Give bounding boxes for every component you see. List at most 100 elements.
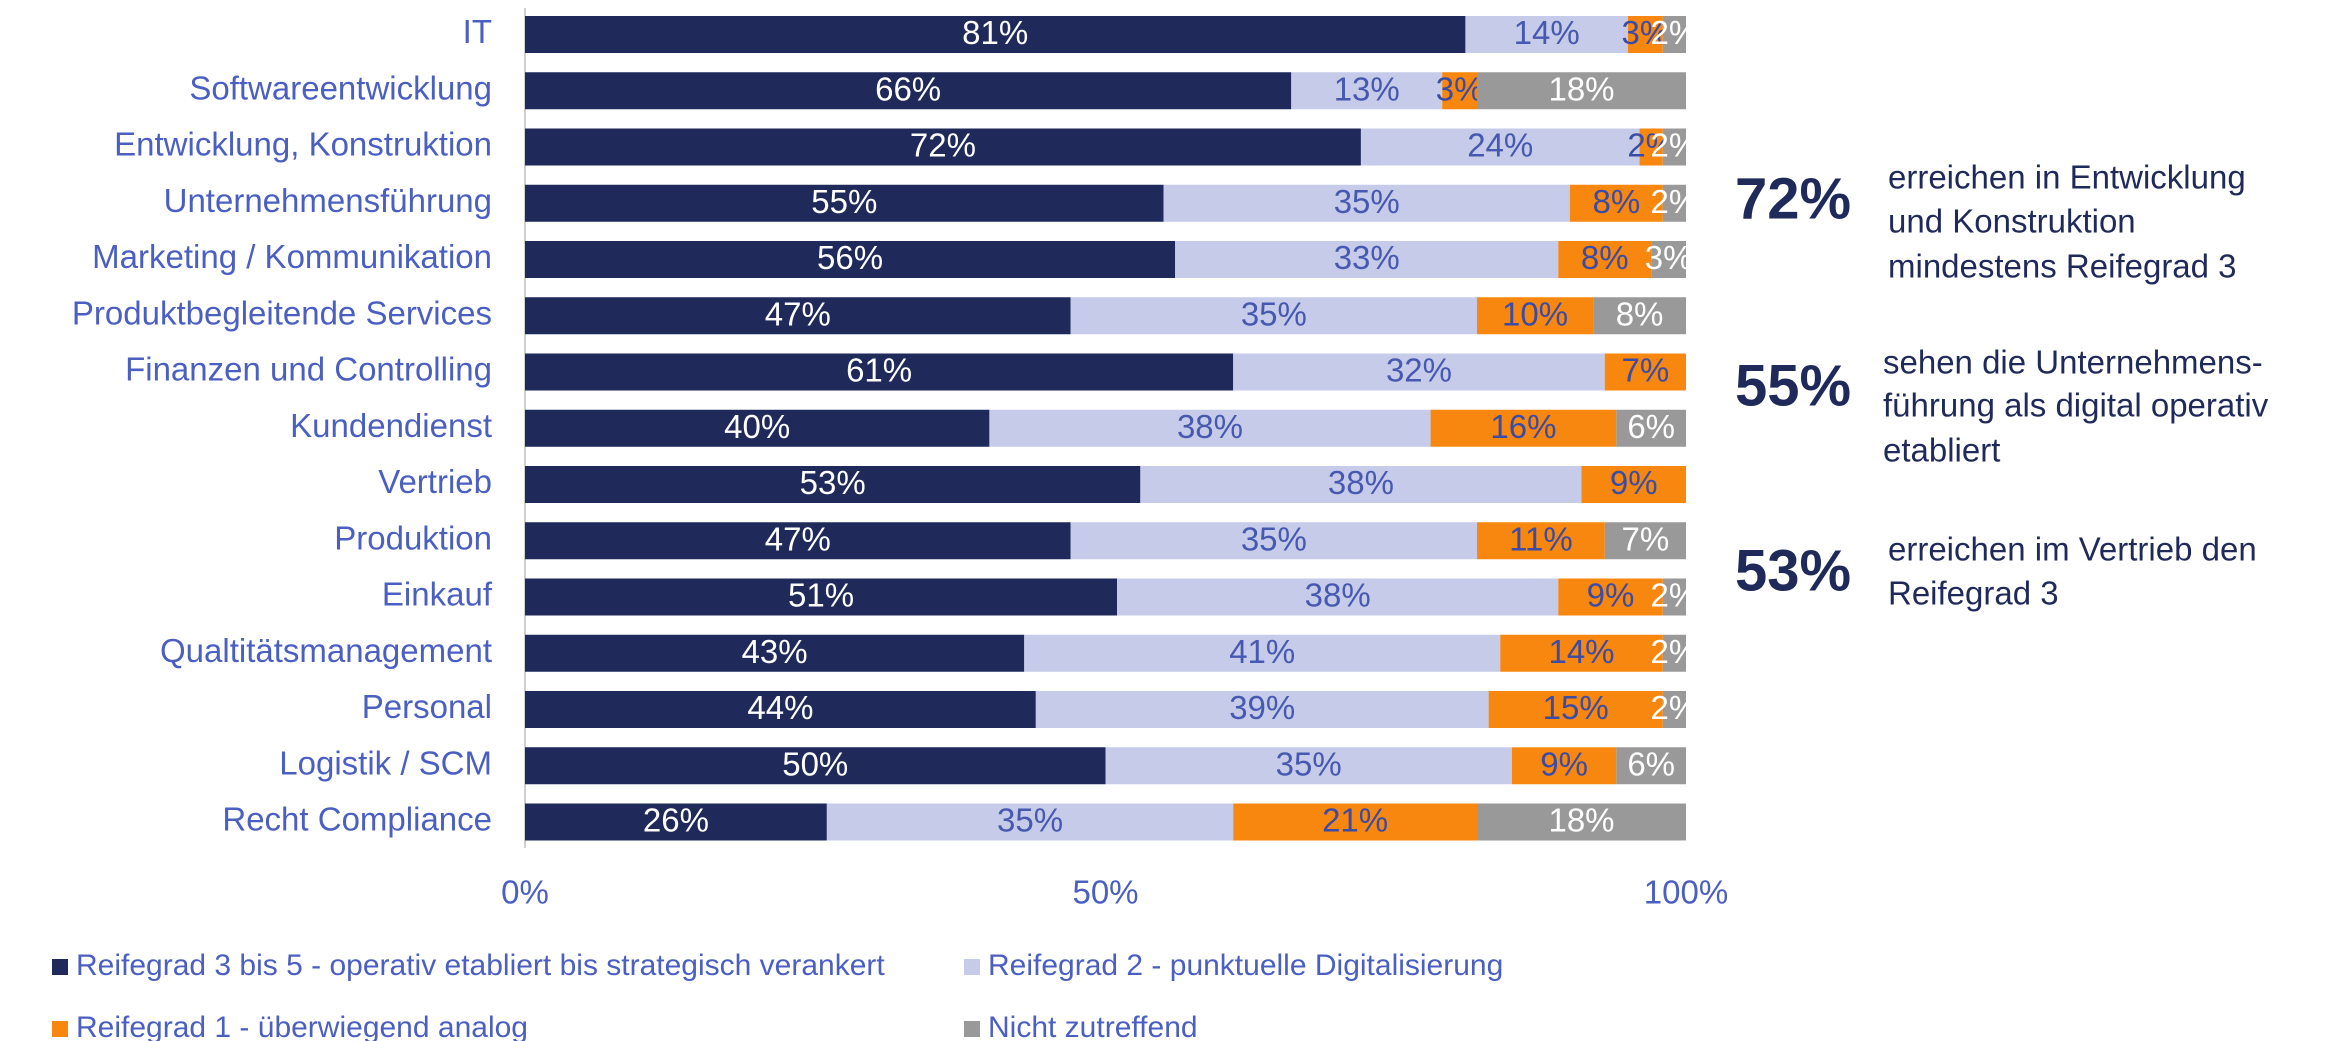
bar-value-label: 9% [1587,577,1635,614]
bar-value-label: 13% [1334,70,1400,107]
bar-segment [1616,747,1686,785]
bar-segment [1477,72,1686,110]
category-label: Qualtitätsmanagement [160,632,492,669]
bar-segment [1662,578,1686,616]
bar-value-label: 81% [962,14,1028,51]
category-label: IT [463,13,492,50]
bar-segment [525,353,1234,391]
bar-value-label: 2% [1651,127,1699,164]
bar-segment [525,634,1025,672]
category-label: Vertrieb [378,463,492,500]
bar-value-label: 38% [1177,408,1243,445]
bar-segment [1105,747,1512,785]
bar-segment [1465,16,1628,53]
category-label: Produktbegleitende Services [72,294,492,331]
bar-segment [525,522,1071,560]
bar-value-label: 3% [1436,70,1484,107]
bar-value-label: 3% [1622,14,1670,51]
bar-segment [525,241,1176,278]
bar-segment [1558,241,1652,278]
bar-segment [1558,578,1663,616]
annotation-text: mindestens Reifegrad 3 [1888,248,2237,285]
bar-segment [1581,466,1686,503]
bar-value-label: 14% [1548,633,1614,670]
bar-value-label: 2% [1651,633,1699,670]
bar-segment [1175,241,1559,278]
bar-value-label: 40% [724,408,790,445]
bar-value-label: 44% [747,689,813,726]
category-label: Recht Compliance [222,801,492,838]
bar-segment [1035,691,1489,728]
annotation-text: führung als digital operativ [1883,387,2269,424]
bar-segment [1488,691,1663,728]
legend-swatch [964,1021,980,1037]
x-tick-label: 100% [1644,874,1728,911]
bar-value-label: 55% [811,183,877,220]
annotation-text: Reifegrad 3 [1888,575,2059,612]
bar-value-label: 72% [910,127,976,164]
bar-segment [1604,522,1686,560]
annotation-value: 72% [1735,166,1851,231]
category-label: Logistik / SCM [279,744,492,781]
category-label: Produktion [334,519,492,556]
bar-value-label: 41% [1229,633,1295,670]
bar-segment [1430,409,1617,447]
bar-segment [525,578,1118,616]
bar-segment [1651,241,1686,278]
bar-value-label: 26% [643,802,709,839]
bar-value-label: 47% [765,520,831,557]
annotation-text: etabliert [1883,432,2000,469]
bar-segment [1477,803,1686,841]
bar-segment [525,747,1106,785]
bar-segment [1360,128,1640,166]
bar-segment [1593,297,1686,335]
bar-value-label: 35% [1241,520,1307,557]
bar-segment [1233,803,1478,841]
bar-value-label: 35% [1276,745,1342,782]
bar-value-label: 38% [1328,464,1394,501]
bar-segment [1070,297,1478,335]
bar-value-label: 9% [1610,464,1658,501]
bar-segment [1662,128,1686,166]
bar-value-label: 53% [800,464,866,501]
bar-value-label: 8% [1616,295,1664,332]
bar-segment [1569,184,1663,222]
bar-segment [525,16,1466,53]
bar-segment [1662,184,1686,222]
bar-segment [1511,747,1617,785]
legend-swatch [964,959,980,975]
legend-label: Reifegrad 1 - überwiegend analog [76,1011,528,1041]
annotation-text: sehen die Unternehmens- [1883,344,2263,381]
bar-segment [1163,184,1570,222]
category-label: Finanzen und Controlling [125,351,492,388]
bar-segment [1662,691,1686,728]
x-tick-label: 0% [501,874,549,911]
legend-swatch [52,959,68,975]
category-label: Kundendienst [290,407,492,444]
bar-value-label: 16% [1490,408,1556,445]
bar-segment [1616,409,1686,447]
bar-value-label: 7% [1622,352,1670,389]
bar-value-label: 35% [997,802,1063,839]
bar-value-label: 2% [1651,183,1699,220]
bar-segment [1477,522,1605,560]
bar-value-label: 15% [1543,689,1609,726]
bar-segment [1140,466,1582,503]
annotation-value: 53% [1735,538,1851,603]
bar-value-label: 2% [1651,14,1699,51]
bar-value-label: 24% [1467,127,1533,164]
bar-value-label: 21% [1322,802,1388,839]
bar-segment [525,297,1071,335]
bar-value-label: 2% [1651,577,1699,614]
bar-value-label: 9% [1540,745,1588,782]
bar-segment [1024,634,1501,672]
bar-value-label: 18% [1548,802,1614,839]
bar-value-label: 18% [1548,70,1614,107]
bar-value-label: 7% [1622,520,1670,557]
legend-label: Reifegrad 3 bis 5 - operativ etabliert b… [76,949,885,982]
bar-value-label: 43% [742,633,808,670]
bar-value-label: 35% [1334,183,1400,220]
category-label: Personal [362,688,492,725]
bar-value-label: 61% [846,352,912,389]
